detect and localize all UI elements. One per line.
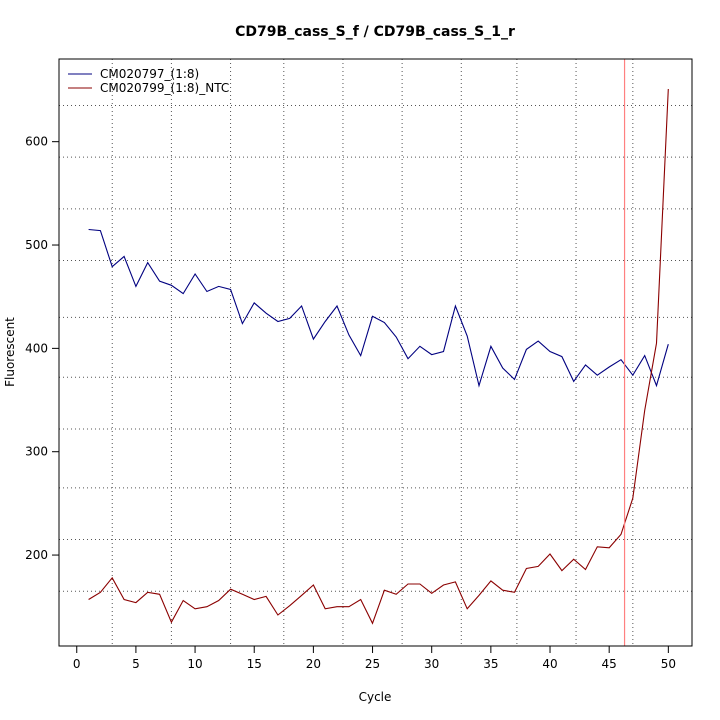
x-tick-label: 0 — [73, 657, 81, 671]
x-tick-label: 5 — [132, 657, 140, 671]
legend-label-2: CM020799_(1:8)_NTC — [100, 81, 229, 95]
series-line-1 — [88, 228, 669, 388]
series-line-2 — [88, 88, 669, 625]
y-axis-title: Fluorescent — [3, 317, 17, 387]
x-tick-label: 30 — [424, 657, 439, 671]
y-tick-label: 600 — [25, 135, 48, 149]
x-tick-label: 45 — [602, 657, 617, 671]
legend: CM020797_(1:8)CM020799_(1:8)_NTC — [68, 67, 229, 95]
chart-title: CD79B_cass_S_f / CD79B_cass_S_1_r — [235, 24, 515, 40]
x-tick-label: 25 — [365, 657, 380, 671]
x-axis-title: Cycle — [359, 690, 392, 704]
y-tick-label: 500 — [25, 238, 48, 252]
x-tick-label: 40 — [542, 657, 557, 671]
x-axis: 0 5 10 15 20 25 30 35 40 45 50 — [73, 645, 676, 671]
y-axis: 200 300 400 500 600 — [25, 135, 60, 562]
legend-label-1: CM020797_(1:8) — [100, 67, 199, 81]
x-tick-label: 35 — [483, 657, 498, 671]
y-tick-label: 200 — [25, 548, 48, 562]
x-tick-label: 50 — [661, 657, 676, 671]
x-tick-label: 20 — [306, 657, 321, 671]
y-tick-label: 400 — [25, 341, 48, 355]
x-tick-label: 15 — [247, 657, 262, 671]
x-tick-label: 10 — [187, 657, 202, 671]
series-layer — [88, 88, 669, 625]
y-tick-label: 300 — [25, 445, 48, 459]
